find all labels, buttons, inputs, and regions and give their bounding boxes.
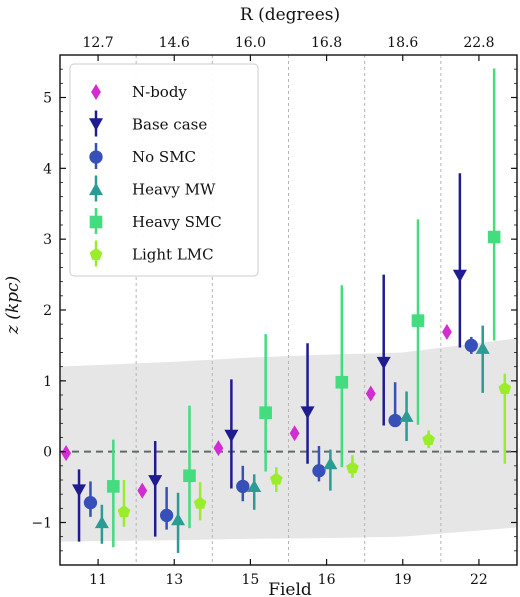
legend-label: Heavy SMC [132, 213, 222, 231]
y-tick-label: 4 [43, 161, 52, 177]
data-point [224, 429, 239, 443]
top-tick-label: 16.8 [311, 35, 342, 51]
data-point [213, 440, 224, 457]
legend-marker [89, 182, 103, 196]
data-point [117, 505, 131, 518]
x-tick-label: 22 [470, 572, 488, 588]
x-axis-title: Field [268, 580, 312, 597]
series-heavy-mw [94, 325, 490, 553]
legend-label: N-body [132, 83, 187, 101]
top-tick-label: 22.8 [463, 35, 494, 51]
data-point [346, 461, 359, 474]
legend-label: No SMC [132, 148, 196, 166]
data-point [452, 269, 467, 283]
series-heavy-smc [107, 68, 501, 548]
legend-marker [89, 215, 103, 229]
legend: N-body Base case No SMC Heavy MW Heavy SMC Li… [69, 63, 259, 277]
y-tick-label: −1 [31, 516, 52, 532]
data-point [259, 406, 272, 420]
x-tick-label: 11 [89, 572, 107, 588]
y-tick-label: 5 [43, 91, 52, 107]
data-point [411, 314, 425, 327]
data-point [365, 385, 376, 402]
data-point [422, 432, 435, 445]
data-point [442, 323, 452, 341]
series-n-body [61, 323, 452, 499]
data-point [300, 406, 315, 420]
x-tick-label: 19 [394, 572, 412, 588]
y-tick-label: 2 [43, 303, 52, 319]
data-point [193, 496, 207, 509]
top-tick-label: 16.0 [235, 35, 266, 51]
legend-label: Base case [132, 116, 207, 134]
y-tick-label: 3 [43, 232, 52, 248]
axes-layer: −1 0 1 2 3 4 5 11 13 15 16 19 22 12.7 14.6 16.0 16.8 18.6… [31, 35, 518, 588]
data-point [247, 479, 262, 492]
legend-label: Heavy MW [132, 181, 216, 199]
y-axis-title: z (kpc) [3, 276, 23, 335]
data-point [312, 464, 326, 478]
series-base-case [72, 173, 467, 542]
data-layer [61, 68, 512, 553]
data-point [399, 409, 414, 422]
data-point [269, 472, 283, 485]
series-no-smc [83, 336, 478, 530]
data-point [335, 375, 349, 389]
top-tick-label: 12.7 [82, 35, 113, 51]
data-point [464, 338, 478, 353]
data-point [72, 484, 87, 497]
data-point [236, 479, 250, 494]
x-tick-label: 13 [165, 572, 183, 588]
data-point [388, 413, 402, 428]
data-point [498, 381, 512, 394]
data-point [487, 230, 501, 244]
legend-label: Light LMC [132, 246, 214, 264]
y-tick-label: 0 [43, 445, 52, 461]
data-point [148, 475, 163, 488]
legend-box [69, 63, 259, 277]
data-point [137, 482, 148, 499]
data-point [83, 496, 98, 510]
series-light-lmc [117, 373, 512, 527]
data-point [183, 469, 196, 483]
data-point [159, 508, 174, 523]
y-tick-label: 1 [43, 374, 52, 390]
top-tick-label: 18.6 [387, 35, 418, 51]
top-tick-label: 14.6 [159, 35, 190, 51]
legend-marker [89, 150, 103, 164]
data-point [94, 515, 109, 529]
legend-marker [91, 83, 101, 101]
legend-marker [89, 247, 103, 260]
legend-marker [89, 118, 103, 131]
x-tick-label: 15 [242, 572, 260, 588]
data-point [475, 341, 490, 354]
data-point [61, 445, 71, 462]
x-tick-label: 16 [318, 572, 336, 588]
data-point [107, 480, 120, 493]
data-point [289, 425, 300, 442]
data-point [171, 513, 186, 526]
top-axis-title: R (degrees) [240, 5, 340, 25]
data-point [323, 457, 338, 470]
data-point [376, 356, 391, 370]
